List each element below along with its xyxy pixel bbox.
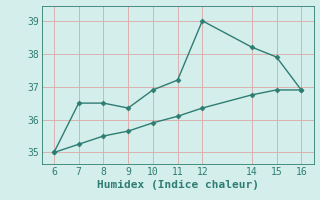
X-axis label: Humidex (Indice chaleur): Humidex (Indice chaleur): [97, 180, 259, 190]
